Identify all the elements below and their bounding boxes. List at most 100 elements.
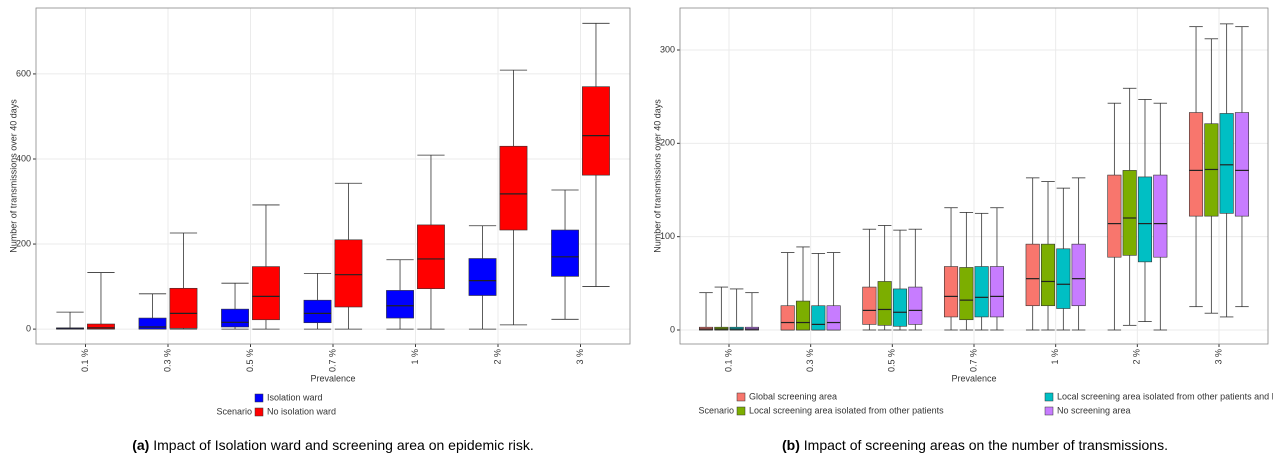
y-tick-label: 400 (16, 153, 31, 163)
x-tick-label: 2 % (1132, 349, 1142, 365)
x-tick-label: 0.3 % (162, 349, 172, 372)
box (1071, 177, 1086, 331)
box-body (862, 286, 877, 325)
box (959, 211, 974, 331)
box-body (386, 290, 414, 319)
x-tick-label: 0.7 % (327, 349, 337, 372)
box (908, 228, 923, 331)
box (795, 246, 811, 331)
y-tick-label: 100 (660, 231, 675, 241)
box-body (892, 288, 908, 327)
box-body (795, 300, 811, 331)
legend-title: Scenario (216, 406, 252, 416)
y-tick-label: 0 (26, 323, 31, 333)
box (1107, 102, 1122, 331)
box (1234, 26, 1250, 308)
y-axis-label: Number of transmissions over 40 days (652, 99, 662, 253)
box (1025, 177, 1040, 331)
box-body (87, 323, 115, 330)
box (989, 207, 1005, 331)
x-tick-label: 0.1 % (723, 349, 733, 372)
legend-label: Global screening area (749, 391, 837, 401)
box-body (908, 286, 923, 325)
legend-key (736, 392, 746, 402)
box-body (826, 305, 841, 331)
box-body (1137, 176, 1153, 263)
box (499, 69, 528, 326)
x-tick-label: 0.1 % (80, 349, 90, 372)
box (862, 228, 877, 331)
x-axis-label: Prevalence (310, 373, 355, 383)
legend-title: Scenario (698, 405, 734, 415)
box (582, 22, 610, 287)
box (811, 253, 826, 331)
box-body (169, 287, 198, 329)
box (417, 154, 445, 330)
box-body (1040, 243, 1056, 307)
x-tick-label: 1 % (410, 349, 420, 365)
legend-key (1044, 392, 1054, 402)
box (974, 212, 989, 331)
box (714, 286, 729, 331)
x-tick-label: 2 % (492, 349, 502, 365)
box (1188, 26, 1204, 308)
box (1153, 102, 1168, 331)
panel-border (35, 7, 631, 345)
y-tick-label: 200 (660, 138, 675, 148)
legend-label: Local screening area isolated from other… (749, 405, 944, 415)
box-body (551, 229, 579, 277)
legend-label: No screening area (1057, 405, 1131, 415)
x-tick-label: 0.7 % (968, 349, 978, 372)
legend-label: Isolation ward (267, 392, 323, 402)
x-tick-label: 0.5 % (245, 349, 255, 372)
box-body (303, 299, 332, 324)
box (386, 259, 414, 330)
caption-text: Impact of screening areas on the number … (804, 437, 1168, 453)
box-body (811, 305, 826, 331)
legend-label: Local screening area isolated from other… (1057, 391, 1273, 401)
box (1122, 87, 1137, 326)
caption-label: (b) (782, 437, 800, 453)
x-tick-label: 3 % (1213, 349, 1223, 365)
box (826, 252, 841, 331)
legend-label: No isolation ward (267, 406, 336, 416)
box-body (1122, 170, 1137, 256)
box-body (221, 308, 249, 328)
box (1204, 38, 1219, 314)
box (780, 252, 795, 331)
box-body (499, 145, 528, 231)
box-body (468, 258, 497, 296)
y-tick-label: 0 (670, 324, 675, 334)
box-body (252, 266, 280, 321)
caption: (a) Impact of Isolation ward and screeni… (132, 437, 534, 453)
y-axis-label: Number of transmissions over 40 days (8, 99, 18, 253)
caption-label: (a) (132, 437, 149, 453)
box (252, 204, 280, 330)
x-tick-label: 1 % (1050, 349, 1060, 365)
box (943, 207, 959, 331)
box-body (780, 305, 795, 331)
box-body (138, 317, 167, 330)
box (334, 182, 363, 330)
box (56, 311, 84, 330)
x-tick-label: 0.3 % (805, 349, 815, 372)
box-body (989, 266, 1005, 318)
box-body (1025, 243, 1040, 307)
box (892, 229, 908, 331)
box (1040, 181, 1056, 331)
y-tick-label: 300 (660, 44, 675, 54)
box (744, 292, 760, 331)
box-body (943, 266, 959, 318)
legend-key (736, 406, 746, 416)
box (877, 225, 892, 331)
box (1056, 187, 1071, 331)
box-body (1234, 112, 1250, 217)
box-body (1071, 243, 1086, 307)
box-body (1219, 113, 1234, 214)
caption: (b) Impact of screening areas on the num… (782, 437, 1168, 453)
box (303, 272, 332, 330)
box (551, 189, 579, 320)
box-body (1188, 112, 1204, 217)
box (87, 272, 115, 330)
y-tick-label: 200 (16, 238, 31, 248)
